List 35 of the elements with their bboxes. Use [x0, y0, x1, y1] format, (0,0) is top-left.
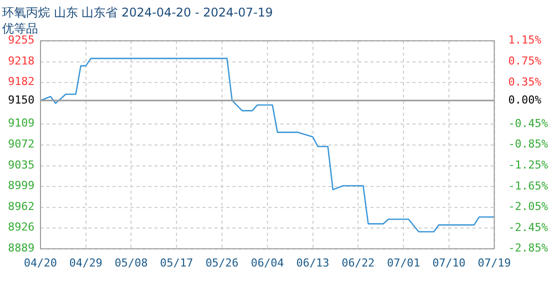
y2-tick-label: -2.85%	[508, 242, 548, 255]
y-tick-label: 8926	[8, 220, 34, 234]
y-tick-label: 9218	[8, 54, 34, 68]
x-tick-label: 07/10	[432, 256, 466, 270]
y2-tick-label: 0.75%	[508, 54, 542, 68]
y-tick-label: 8999	[8, 179, 34, 192]
y-tick-label: 9150	[8, 93, 34, 106]
x-tick-label: 05/08	[114, 256, 148, 270]
x-tick-label: 05/17	[160, 256, 194, 270]
y-tick-label: 8962	[8, 200, 34, 214]
y-tick-label: 9255	[8, 34, 34, 47]
y2-tick-label: -0.85%	[508, 138, 548, 151]
y2-tick-label: -2.45%	[508, 220, 548, 234]
chart-subtitle: 优等品	[2, 22, 38, 36]
y2-tick-label: -1.65%	[508, 179, 548, 192]
y-tick-label: 9035	[8, 158, 34, 172]
y2-tick-label: 0.35%	[508, 75, 542, 88]
x-tick-label: 07/19	[478, 256, 511, 270]
y2-tick-label: 0.00%	[508, 93, 542, 106]
y-tick-label: 9109	[8, 116, 34, 130]
y2-tick-label: -2.05%	[508, 200, 548, 214]
x-tick-label: 04/20	[24, 256, 58, 270]
y-tick-label: 8889	[8, 242, 34, 255]
x-tick-label: 06/13	[296, 256, 330, 270]
y-tick-label: 9072	[8, 138, 34, 151]
y2-tick-label: -0.45%	[508, 116, 548, 130]
y2-tick-label: -1.25%	[508, 158, 548, 172]
x-tick-label: 04/29	[69, 256, 102, 270]
y-tick-label: 9182	[8, 75, 34, 88]
x-tick-label: 06/04	[250, 256, 284, 270]
y2-tick-label: 1.15%	[508, 34, 542, 47]
x-tick-label: 05/26	[205, 256, 239, 270]
x-tick-label: 06/22	[342, 256, 375, 270]
chart-title: 环氧丙烷 山东 山东省 2024-04-20 - 2024-07-19	[2, 5, 273, 20]
x-tick-label: 07/01	[386, 256, 420, 270]
